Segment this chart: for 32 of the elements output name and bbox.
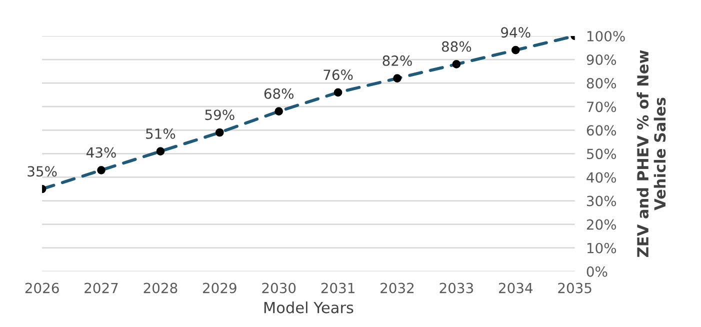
- x-axis-title: Model Years: [264, 302, 354, 314]
- y-tick-label: 90%: [586, 54, 616, 65]
- x-tick-label: 2030: [262, 282, 296, 294]
- data-label: 59%: [205, 110, 234, 120]
- y-tick-label: 60%: [586, 125, 616, 136]
- data-label: 68%: [264, 88, 294, 99]
- x-tick-label: 2033: [440, 282, 473, 294]
- y-tick-label: 0%: [586, 266, 608, 277]
- data-label: 35%: [28, 166, 57, 177]
- y-tick-label: 40%: [586, 172, 616, 183]
- data-label: 51%: [146, 128, 176, 139]
- y-tick-label: 70%: [587, 102, 616, 112]
- x-tick-label: 2027: [84, 282, 118, 294]
- y-tick-label: 30%: [586, 196, 616, 206]
- y-tick-label: 10%: [587, 242, 616, 254]
- data-label: 82%: [382, 55, 412, 66]
- data-label: 94%: [501, 27, 530, 38]
- y-axis-title: ZEV and PHEV % of New Vehicle Sales: [636, 50, 666, 258]
- x-tick-label: 2035: [558, 282, 592, 294]
- y-tick-label: 20%: [586, 219, 616, 230]
- x-tick-label: 2028: [144, 282, 178, 294]
- data-label: 43%: [86, 147, 116, 158]
- x-tick-label: 2026: [25, 282, 59, 294]
- y-tick-label: 50%: [587, 148, 616, 160]
- x-tick-label: 2032: [380, 282, 414, 294]
- y-tick-label: 100%: [587, 30, 625, 42]
- x-tick-label: 2031: [321, 282, 354, 294]
- x-tick-label: 2034: [498, 282, 533, 294]
- x-tick-label: 2029: [202, 282, 236, 294]
- data-label: 88%: [442, 41, 472, 52]
- data-label: 76%: [324, 70, 353, 80]
- y-tick-label: 80%: [586, 78, 616, 89]
